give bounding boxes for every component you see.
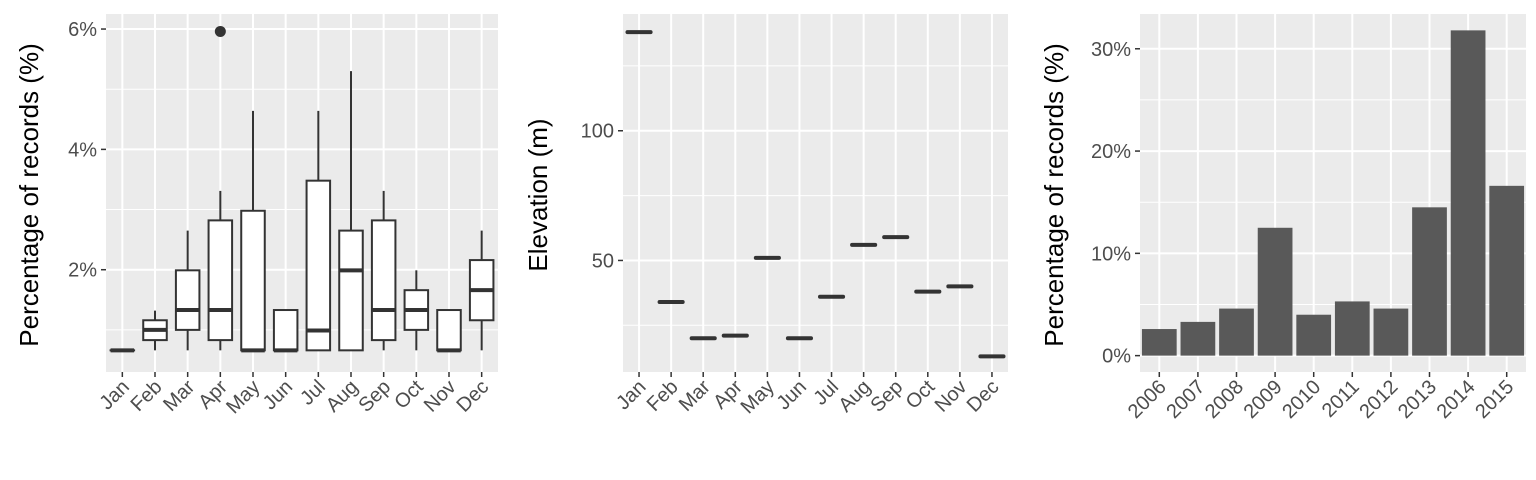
y-tick-label: 30% <box>1091 39 1131 61</box>
bar-2013 <box>1412 207 1447 356</box>
box-jun <box>272 309 299 353</box>
bar-2010 <box>1296 314 1332 356</box>
y-tick-label: 50 <box>592 250 614 272</box>
bar-2008 <box>1219 308 1254 356</box>
bar-2014 <box>1450 30 1486 356</box>
box-body <box>174 269 201 331</box>
y-tick-label: 10% <box>1091 243 1131 265</box>
panel-2-y-axis-title: Elevation (m) <box>523 118 553 271</box>
box-body <box>240 209 266 352</box>
box-body <box>338 229 364 352</box>
outlier-point <box>214 25 226 37</box>
y-tick-label: 20% <box>1091 141 1131 163</box>
panel-1-plot-background <box>106 14 498 372</box>
panel-1-y-axis-title: Percentage of records (%) <box>14 43 44 346</box>
bar-2015 <box>1489 185 1525 356</box>
bar-2009 <box>1257 227 1293 356</box>
box-feb <box>142 310 168 351</box>
panel-2-plot-background <box>623 14 1008 372</box>
yearly-percentage-bar-panel: 0%10%20%30%20062007200820092010201120122… <box>1039 14 1526 423</box>
box-body <box>370 219 397 342</box>
bar-2007 <box>1180 321 1216 356</box>
box-body <box>436 309 462 352</box>
box-mar <box>174 230 201 351</box>
box-jul <box>305 110 332 352</box>
box-nov <box>436 309 462 353</box>
bar-2012 <box>1373 308 1409 356</box>
box-apr <box>207 190 234 351</box>
box-dec <box>468 230 495 351</box>
bar-2006 <box>1141 329 1177 356</box>
box-body <box>305 179 332 352</box>
box-aug <box>338 71 364 352</box>
box-body <box>207 219 234 342</box>
box-may <box>240 110 266 353</box>
panel-3-y-axis-title: Percentage of records (%) <box>1039 43 1069 346</box>
y-tick-label: 0% <box>1102 346 1131 368</box>
y-tick-label: 2% <box>68 260 97 282</box>
box-oct <box>403 270 430 351</box>
box-body <box>272 309 299 352</box>
y-tick-label: 6% <box>68 19 97 41</box>
y-tick-label: 4% <box>68 139 97 161</box>
bar-2011 <box>1334 301 1370 356</box>
y-tick-label: 100 <box>581 121 614 143</box>
box-sep <box>370 190 397 351</box>
